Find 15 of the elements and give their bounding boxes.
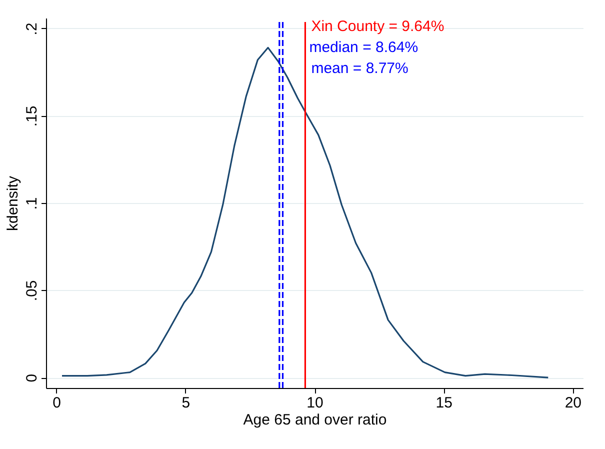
ref-line-label: Xin County = 9.64% [311, 18, 444, 35]
y-tick-label: .05 [24, 280, 40, 302]
y-tick-label: 0 [24, 374, 40, 382]
x-tick-label: 5 [182, 394, 190, 412]
ref-line-label: mean = 8.77% [311, 60, 408, 77]
y-axis-title: kdensity [4, 175, 22, 232]
y-tick-label: .1 [24, 197, 40, 210]
x-tick-label: 0 [52, 394, 61, 412]
y-tick-label: .2 [24, 22, 40, 36]
x-tick-label: 20 [564, 394, 582, 412]
y-tick-label: .15 [24, 106, 40, 127]
ref-line-label: median = 8.64% [309, 39, 418, 56]
x-tick-label: 15 [436, 394, 452, 412]
x-tick-label: 10 [306, 394, 324, 412]
x-axis-title: Age 65 and over ratio [243, 412, 387, 428]
